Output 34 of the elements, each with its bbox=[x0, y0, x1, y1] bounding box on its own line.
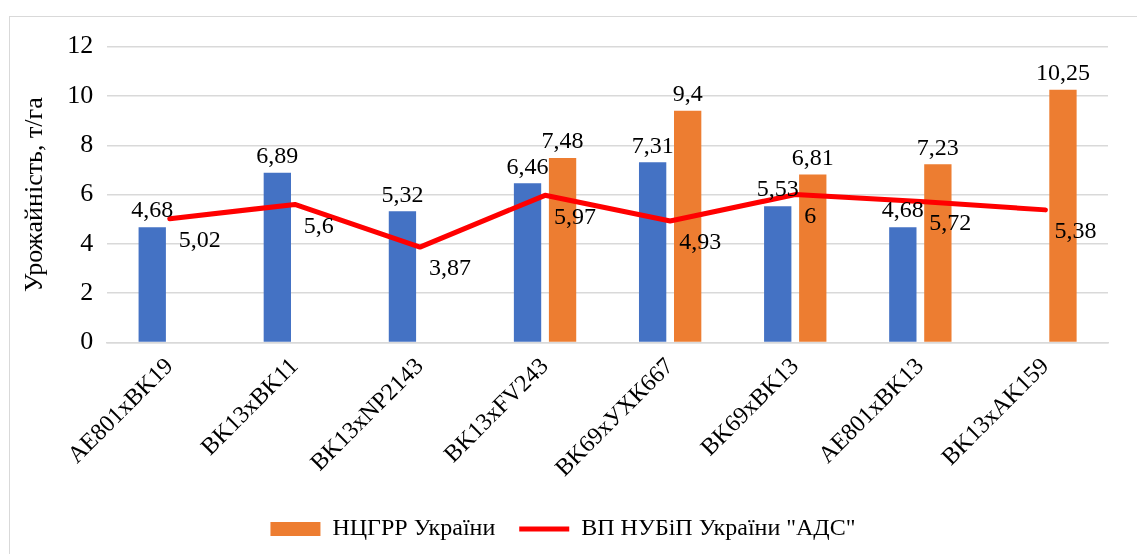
bar bbox=[138, 227, 166, 342]
data-label: 9,4 bbox=[672, 80, 703, 107]
y-axis-title: Урожайність, т/га bbox=[19, 96, 49, 292]
bar bbox=[263, 172, 291, 342]
data-label: 4,68 bbox=[881, 196, 924, 223]
legend-label: НЦГРР України bbox=[332, 514, 496, 541]
bar bbox=[388, 211, 417, 342]
y-tick-label: 4 bbox=[80, 227, 94, 257]
y-tick-label: 10 bbox=[67, 79, 94, 109]
y-tick-label: 2 bbox=[80, 277, 94, 307]
data-label: 5,6 bbox=[303, 211, 334, 238]
bar bbox=[799, 174, 827, 342]
data-label: 5,32 bbox=[381, 180, 424, 207]
data-label: 10,25 bbox=[1035, 59, 1090, 86]
bar bbox=[638, 162, 667, 342]
data-label: 4,68 bbox=[131, 196, 174, 223]
data-label: 6,46 bbox=[506, 152, 549, 179]
bar bbox=[764, 206, 792, 342]
data-label: 5,53 bbox=[756, 175, 799, 202]
data-label: 3,87 bbox=[428, 254, 471, 281]
y-tick-label: 6 bbox=[80, 178, 94, 208]
data-label: 7,23 bbox=[916, 133, 959, 160]
data-label: 6,81 bbox=[791, 143, 834, 170]
data-label: 6,89 bbox=[256, 141, 299, 168]
y-tick-label: 12 bbox=[67, 30, 94, 60]
data-label: 5,02 bbox=[178, 226, 221, 253]
data-label: 6 bbox=[804, 201, 817, 228]
data-label: 7,48 bbox=[541, 127, 584, 154]
legend-label: ВП НУБіП України "АДС" bbox=[581, 514, 856, 541]
bar bbox=[513, 183, 542, 342]
y-tick-label: 0 bbox=[80, 326, 94, 356]
bar bbox=[889, 227, 917, 342]
data-label: 7,31 bbox=[631, 131, 674, 158]
y-tick-label: 8 bbox=[80, 129, 94, 159]
